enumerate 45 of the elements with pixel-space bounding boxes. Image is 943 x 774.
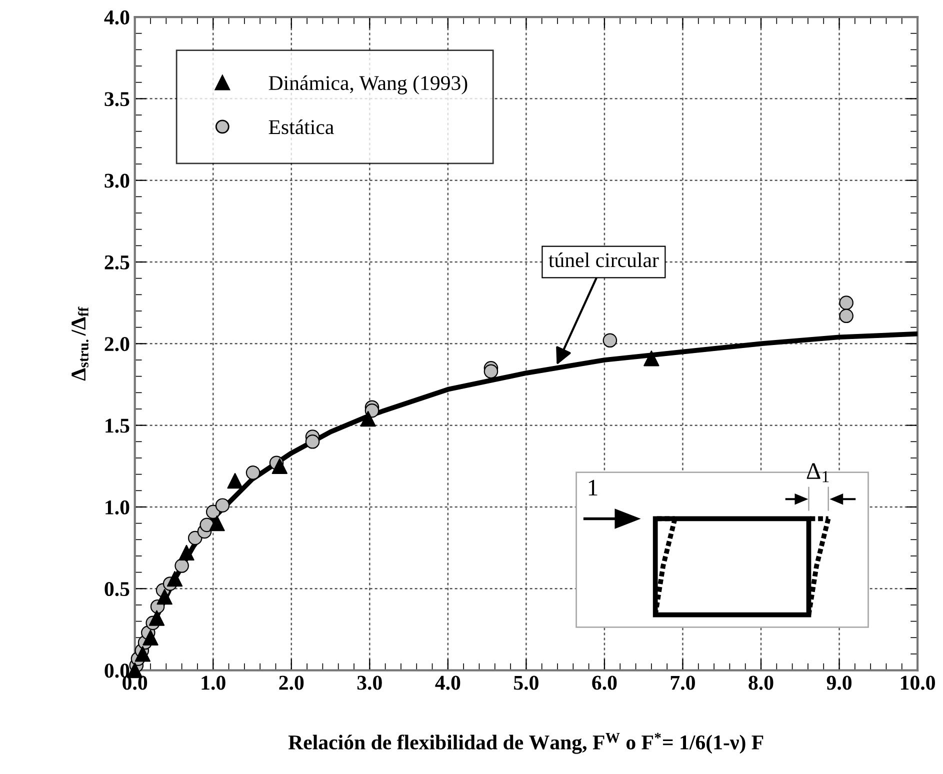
x-tick-label: 9.0 [826, 676, 852, 690]
annotation: túnel circular [548, 252, 659, 268]
point [215, 498, 230, 512]
point [644, 350, 660, 366]
y-tick-label: 3.0 [104, 174, 130, 188]
point [360, 410, 376, 427]
y-tick-label: 1.5 [106, 418, 130, 433]
x-tick-label: 10.0 [900, 676, 935, 690]
point [246, 466, 260, 480]
legend-label: Estática [268, 119, 334, 134]
x-tick-label: 3.0 [357, 676, 382, 690]
point [209, 515, 225, 532]
legend-label: Dinámica, Wang (1993) [268, 75, 468, 94]
point [174, 558, 189, 573]
y-tick-label: 0.5 [104, 582, 130, 596]
point [839, 296, 854, 310]
annotation: 1 [588, 480, 598, 496]
point [602, 333, 618, 348]
point [166, 570, 183, 587]
y-tick-label: 1.0 [106, 500, 130, 514]
x-tick-label: 8.0 [748, 676, 774, 690]
x-tick-label: 5.0 [514, 676, 538, 690]
point [839, 308, 854, 324]
point [134, 646, 151, 662]
x-tick-label: 1.0 [202, 676, 226, 690]
point [484, 364, 498, 379]
y-axis-title: Δ$_{stru.}$/Δ$_{ff}$ [72, 306, 88, 381]
x-tick-label: 2.0 [279, 676, 304, 690]
point [272, 458, 288, 474]
x-tick-label: 6.0 [592, 676, 617, 690]
point [178, 544, 194, 561]
x-tick-label: 4.0 [435, 676, 460, 690]
point [142, 630, 158, 646]
annotation: Δ$_{1}$ [806, 463, 829, 482]
x-axis-title: Relación de flexibilidad de Wang, F$^{W}$ o F$^{*}$= 1/6(1-ν) F [288, 732, 764, 754]
y-tick-label: 2.5 [104, 255, 130, 270]
point [227, 473, 243, 489]
point [305, 434, 320, 449]
y-tick-label: 3.5 [104, 92, 130, 106]
point [148, 610, 165, 626]
y-tick-label: 0.0 [104, 664, 130, 678]
x-tick-label: 7.0 [670, 676, 695, 690]
y-tick-label: 2.0 [104, 337, 130, 352]
y-tick-label: 4.0 [104, 10, 130, 25]
point [156, 588, 172, 605]
